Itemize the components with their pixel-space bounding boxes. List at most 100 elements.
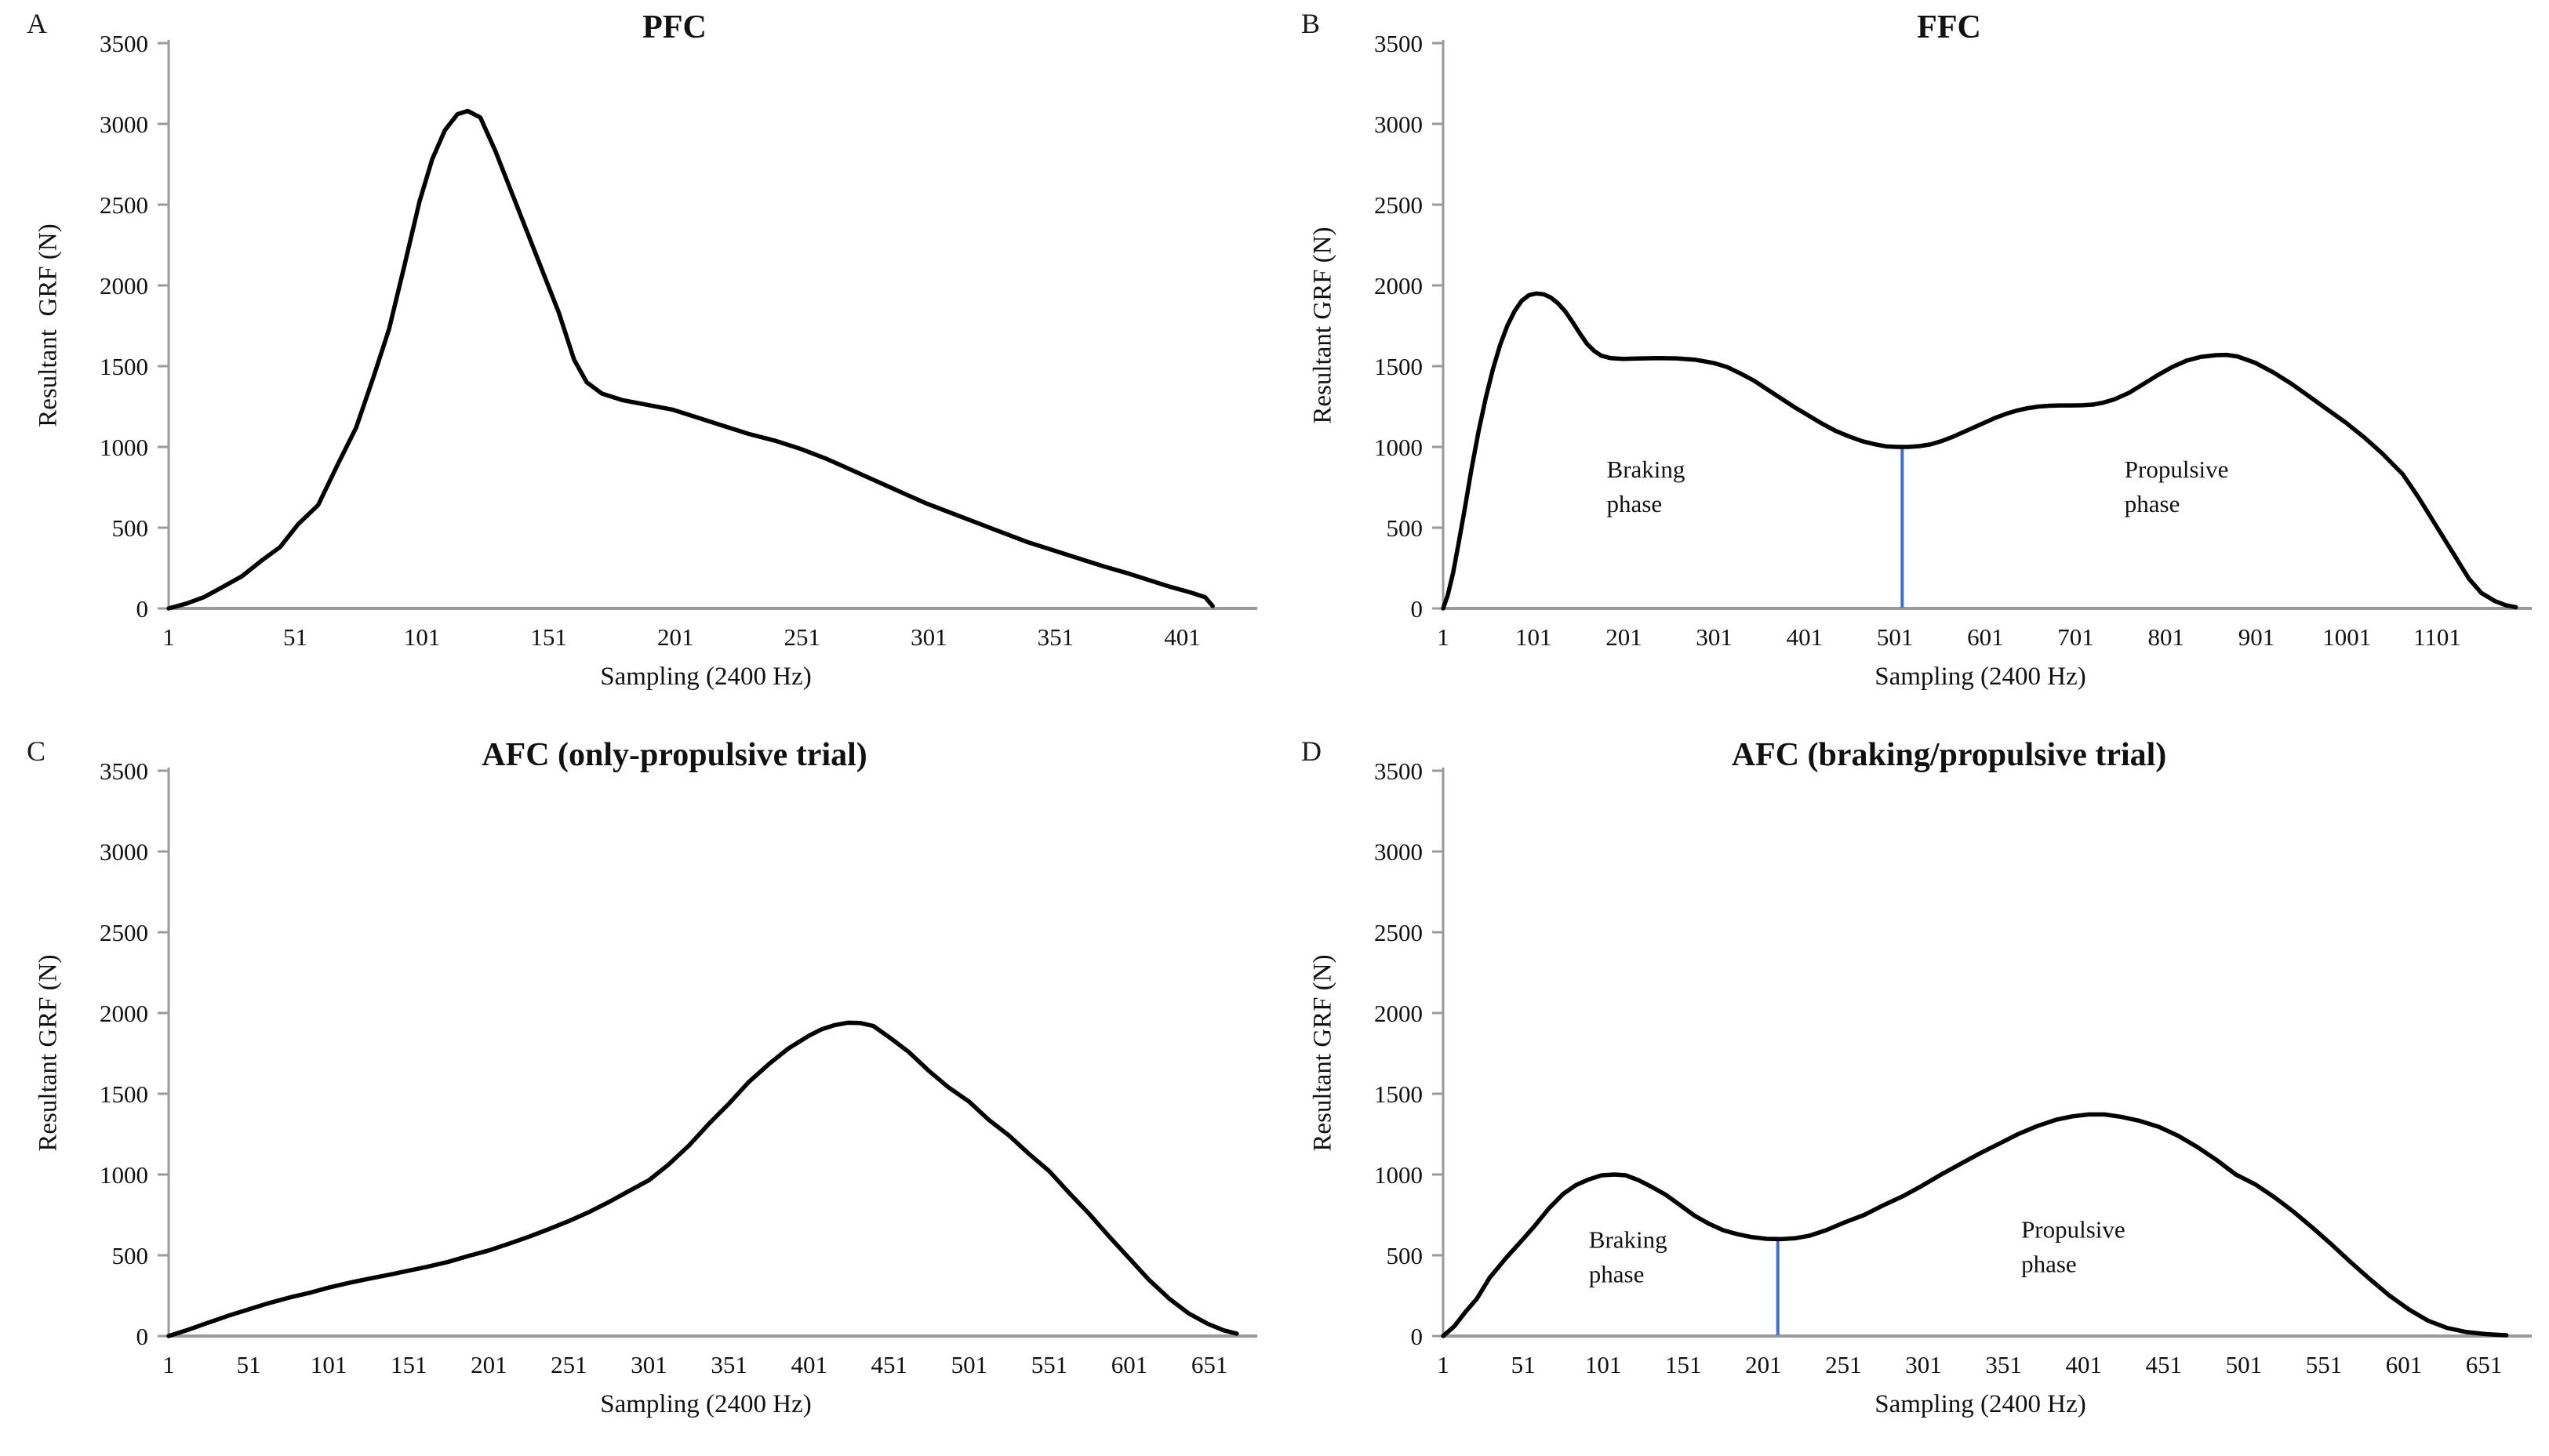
y-tick-label: 3500 — [100, 30, 148, 57]
phase-annotation: Propulsive — [2021, 1215, 2125, 1243]
panel-title-d: AFC (braking/propulsive trial) — [1731, 737, 2167, 773]
x-tick-label: 1101 — [2413, 623, 2461, 651]
x-tick-label: 601 — [2386, 1351, 2423, 1378]
panel-letter-a: A — [27, 8, 47, 39]
x-tick-label: 1001 — [2322, 623, 2371, 651]
grf-curve — [1441, 1112, 2509, 1338]
x-tick-label: 651 — [1191, 1351, 1228, 1378]
phase-annotation: phase — [2125, 490, 2180, 517]
x-tick-label: 1 — [162, 623, 175, 651]
x-tick-label: 401 — [1787, 623, 1824, 651]
y-tick-label: 2000 — [1374, 1000, 1423, 1027]
y-tick-label: 0 — [136, 595, 149, 623]
x-tick-label: 151 — [1665, 1351, 1702, 1378]
x-tick-label: 51 — [283, 623, 307, 651]
x-tick-label: 701 — [2057, 623, 2094, 651]
panel-letter-c: C — [27, 735, 46, 767]
x-axis-title-b: Sampling (2400 Hz) — [1874, 663, 2086, 691]
x-tick-label: 301 — [1696, 623, 1733, 651]
panel-a: A PFC Resultant GRF (N) Sampling (2400 H… — [0, 0, 1274, 728]
phase-annotation: phase — [2021, 1250, 2077, 1277]
panel-letter-b: B — [1301, 8, 1321, 39]
y-tick-label: 2500 — [1374, 191, 1423, 219]
x-tick-label: 1 — [1437, 623, 1449, 651]
y-tick-label: 1500 — [1374, 1080, 1423, 1108]
x-tick-label: 201 — [657, 623, 694, 651]
phase-annotation: phase — [1607, 490, 1663, 517]
x-tick-label: 351 — [1985, 1351, 2022, 1378]
x-tick-label: 201 — [1745, 1351, 1782, 1378]
x-tick-label: 401 — [2065, 1351, 2102, 1378]
x-tick-label: 551 — [2306, 1351, 2343, 1378]
x-tick-label: 101 — [404, 623, 441, 651]
phase-annotation: Propulsive — [2125, 456, 2229, 483]
x-tick-label: 901 — [2238, 623, 2275, 651]
x-axis-title-d: Sampling (2400 Hz) — [1874, 1390, 2086, 1418]
x-tick-label: 51 — [237, 1351, 261, 1378]
x-tick-label: 351 — [1038, 623, 1075, 651]
x-axis-title-c: Sampling (2400 Hz) — [600, 1390, 812, 1418]
x-tick-label: 651 — [2466, 1351, 2503, 1378]
y-tick-label: 500 — [112, 1242, 149, 1269]
y-tick-label: 3500 — [1374, 30, 1423, 57]
panel-title-c: AFC (only-propulsive trial) — [482, 737, 867, 773]
x-tick-label: 101 — [1585, 1351, 1622, 1378]
grf-curve — [1441, 291, 2518, 611]
y-tick-label: 0 — [136, 1323, 149, 1350]
x-tick-label: 101 — [1515, 623, 1552, 651]
y-tick-label: 3500 — [100, 757, 148, 785]
x-tick-label: 1 — [162, 1351, 175, 1378]
x-tick-label: 201 — [1605, 623, 1642, 651]
x-tick-label: 101 — [311, 1351, 347, 1378]
y-tick-label: 500 — [1387, 514, 1424, 542]
x-tick-label: 401 — [1164, 623, 1201, 651]
phase-annotation: Braking — [1607, 456, 1685, 483]
phase-annotation: Braking — [1589, 1226, 1667, 1254]
y-tick-label: 500 — [1387, 1242, 1424, 1269]
x-tick-label: 401 — [791, 1351, 827, 1378]
y-tick-label: 1500 — [100, 353, 148, 380]
grf-curve — [166, 1020, 1239, 1338]
panel-c: C AFC (only-propulsive trial) Resultant … — [0, 728, 1274, 1455]
y-tick-label: 2500 — [100, 919, 148, 946]
y-tick-label: 2000 — [100, 272, 148, 300]
y-tick-label: 2000 — [100, 1000, 148, 1027]
panel-title-b: FFC — [1917, 9, 1981, 45]
x-tick-label: 301 — [911, 623, 947, 651]
x-tick-label: 251 — [784, 623, 821, 651]
y-tick-label: 3500 — [1374, 757, 1423, 785]
x-tick-label: 801 — [2148, 623, 2185, 651]
x-tick-label: 501 — [1877, 623, 1914, 651]
y-tick-label: 1500 — [100, 1080, 148, 1108]
panel-letter-d: D — [1301, 735, 1322, 767]
y-tick-label: 1500 — [1374, 353, 1423, 380]
x-tick-label: 501 — [951, 1351, 988, 1378]
phase-annotation: phase — [1589, 1261, 1645, 1288]
x-tick-label: 251 — [1825, 1351, 1862, 1378]
x-tick-label: 151 — [530, 623, 567, 651]
y-tick-label: 2500 — [1374, 919, 1423, 946]
x-tick-label: 501 — [2226, 1351, 2263, 1378]
y-tick-label: 3000 — [1374, 111, 1423, 138]
y-tick-label: 2500 — [100, 191, 148, 219]
y-tick-label: 0 — [1411, 595, 1424, 623]
x-tick-label: 201 — [471, 1351, 507, 1378]
x-tick-label: 351 — [711, 1351, 747, 1378]
y-tick-label: 1000 — [1374, 1161, 1423, 1189]
x-tick-label: 551 — [1031, 1351, 1068, 1378]
x-tick-label: 51 — [1511, 1351, 1536, 1378]
x-tick-label: 601 — [1967, 623, 2004, 651]
y-tick-label: 1000 — [100, 434, 148, 461]
x-tick-label: 451 — [871, 1351, 908, 1378]
x-tick-label: 151 — [391, 1351, 427, 1378]
y-tick-label: 3000 — [100, 838, 148, 866]
y-tick-label: 1000 — [1374, 434, 1423, 461]
x-tick-label: 301 — [631, 1351, 667, 1378]
y-tick-label: 1000 — [100, 1161, 148, 1189]
y-tick-label: 500 — [112, 514, 149, 542]
x-tick-label: 251 — [551, 1351, 587, 1378]
